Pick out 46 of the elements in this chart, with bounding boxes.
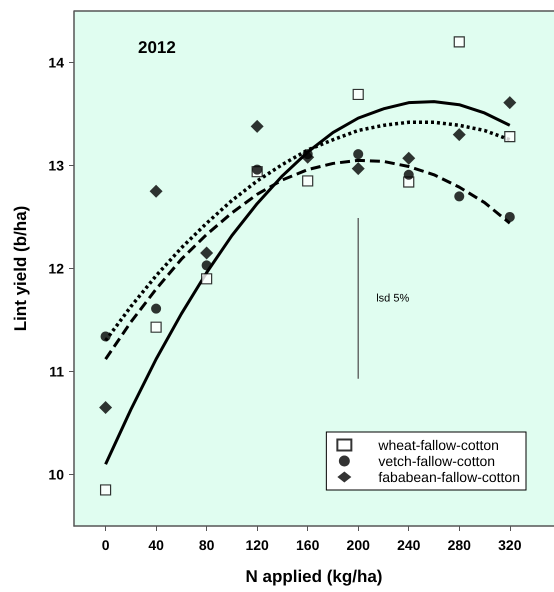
x-tick-label: 80 <box>198 537 215 553</box>
line-series <box>104 100 512 466</box>
x-tick-label: 320 <box>498 537 522 553</box>
point <box>454 36 465 48</box>
y-tick-label: 14 <box>48 54 64 70</box>
point <box>252 164 262 175</box>
x-axis-title: N applied (kg/ha) <box>246 567 382 586</box>
y-tick-label: 11 <box>49 364 64 380</box>
y-tick-label: 12 <box>48 260 64 276</box>
point <box>452 128 466 142</box>
point <box>404 170 414 180</box>
x-tick-label: 0 <box>102 537 110 553</box>
point <box>150 322 162 333</box>
x-tick-label: 240 <box>397 537 421 553</box>
legend-label: fababean-fallow-cotton <box>378 469 520 485</box>
point <box>353 149 364 160</box>
point <box>504 131 516 142</box>
point <box>202 260 212 270</box>
annotation: lsd 5% <box>376 292 410 304</box>
point <box>352 162 365 176</box>
point <box>100 331 111 342</box>
point <box>99 401 112 414</box>
x-tick-label: 200 <box>346 537 370 553</box>
x-tick-label: 160 <box>296 537 320 553</box>
y-tick-label: 10 <box>48 466 64 482</box>
y-tick-label: 13 <box>48 158 64 174</box>
legend-label: vetch-fallow-cotton <box>378 453 496 469</box>
point <box>301 150 314 164</box>
point <box>503 96 516 110</box>
x-tick-label: 280 <box>448 537 472 553</box>
point <box>150 184 163 198</box>
point <box>302 175 314 187</box>
point <box>402 152 416 165</box>
legend-label: wheat-fallow-cotton <box>377 437 499 453</box>
point <box>454 191 464 202</box>
y-axis-title: Lint yield (b/ha) <box>11 206 30 332</box>
point <box>352 88 364 100</box>
point <box>504 212 515 222</box>
text: 2012 <box>138 38 176 57</box>
point <box>200 246 214 260</box>
point <box>201 273 212 284</box>
point <box>100 484 112 496</box>
point <box>250 120 264 133</box>
point <box>151 304 162 314</box>
x-tick-label: 120 <box>245 537 270 553</box>
x-tick-label: 40 <box>148 537 164 553</box>
